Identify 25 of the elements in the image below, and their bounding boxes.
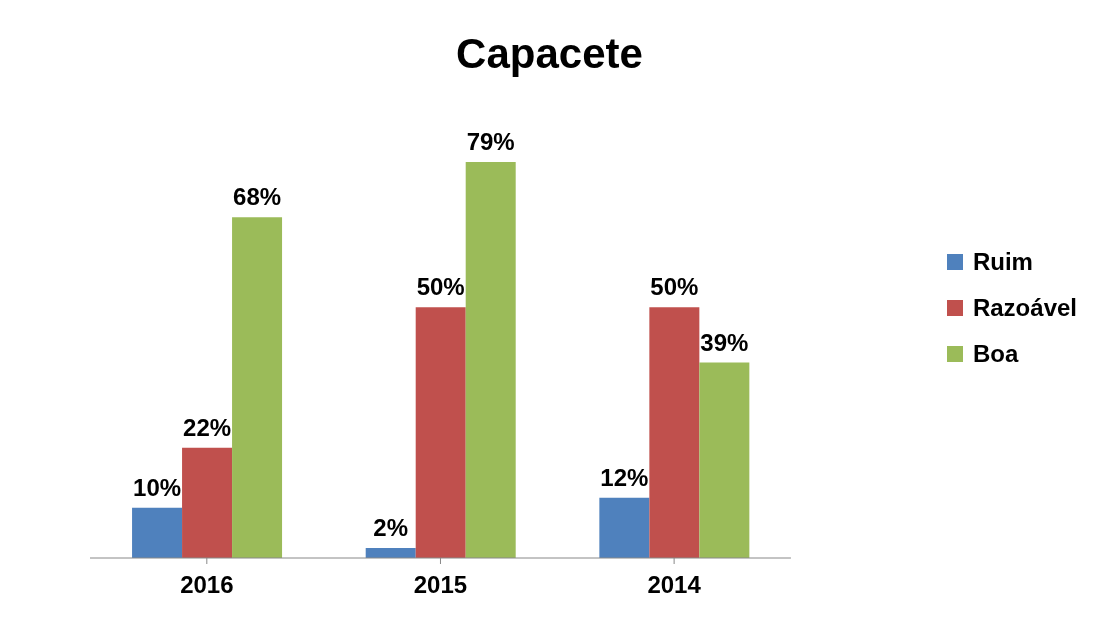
bar bbox=[599, 497, 650, 558]
legend-label: Ruim bbox=[972, 248, 1033, 276]
bar bbox=[415, 307, 466, 558]
data-label: 68% bbox=[233, 183, 282, 211]
data-label: 22% bbox=[183, 413, 232, 441]
data-label: 10% bbox=[133, 473, 182, 501]
bar bbox=[365, 547, 416, 558]
data-label: 50% bbox=[416, 273, 465, 301]
bar bbox=[182, 447, 233, 558]
x-tick-label: 2016 bbox=[180, 571, 234, 599]
data-label: 12% bbox=[600, 463, 649, 491]
data-label: 79% bbox=[466, 128, 515, 155]
bar bbox=[649, 307, 700, 558]
data-label: 50% bbox=[650, 273, 699, 301]
x-tick-label: 2014 bbox=[647, 571, 702, 599]
data-label: 39% bbox=[700, 328, 749, 356]
bar bbox=[132, 507, 183, 558]
bar bbox=[699, 362, 750, 558]
legend-label: Boa bbox=[972, 340, 1019, 368]
data-label: 2% bbox=[373, 513, 409, 541]
chart-title: Capacete bbox=[455, 30, 644, 78]
legend-label: Razoável bbox=[972, 294, 1077, 322]
bar bbox=[232, 217, 283, 558]
bar bbox=[465, 162, 516, 558]
x-tick-label: 2015 bbox=[413, 571, 468, 599]
